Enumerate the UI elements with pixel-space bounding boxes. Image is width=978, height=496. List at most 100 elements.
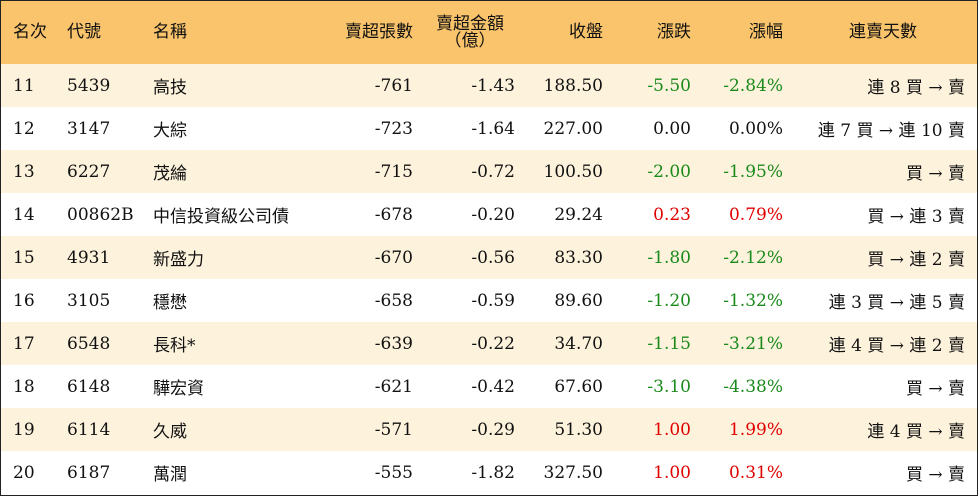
cell-change-pct: -4.38%: [723, 376, 783, 397]
cell-net-sell-amount: -0.42: [471, 376, 515, 397]
cell-code: 5439: [67, 75, 111, 96]
cell-net-sell-shares: -670: [374, 247, 413, 268]
cell-name: 長科*: [153, 336, 196, 356]
header-net-sell-amount-line2: （億）: [444, 30, 496, 51]
cell-streak: 買 → 賣: [905, 379, 965, 399]
cell-change: 1.00: [653, 462, 691, 483]
cell-net-sell-shares: -723: [374, 118, 413, 139]
header-net-sell-amount-line1: 賣超金額: [436, 13, 504, 34]
table-row: 15 4931 新盛力 -670 -0.56 83.30 -1.80 -2.12% 買 → 連 …: [1, 236, 977, 279]
cell-name: 新盛力: [153, 250, 204, 270]
cell-close: 188.50: [543, 75, 603, 96]
cell-code: 6548: [67, 333, 111, 354]
header-rank: 名次: [13, 22, 47, 42]
cell-net-sell-amount: -0.20: [471, 204, 515, 225]
cell-change-pct: 1.99%: [728, 419, 783, 440]
cell-net-sell-amount: -1.43: [471, 75, 515, 96]
cell-net-sell-shares: -621: [374, 376, 413, 397]
cell-code: 6187: [67, 462, 111, 483]
cell-name: 久威: [153, 422, 187, 442]
cell-name: 中信投資級公司債: [153, 207, 289, 227]
cell-change: 1.00: [653, 419, 691, 440]
cell-net-sell-shares: -678: [374, 204, 413, 225]
cell-close: 83.30: [554, 247, 603, 268]
cell-rank: 13: [13, 161, 35, 182]
header-net-sell-shares: 賣超張數: [345, 22, 413, 42]
cell-net-sell-shares: -639: [374, 333, 413, 354]
cell-net-sell-amount: -0.72: [471, 161, 515, 182]
cell-streak: 買 → 賣: [905, 465, 965, 485]
cell-code: 4931: [67, 247, 111, 268]
table-row: 17 6548 長科* -639 -0.22 34.70 -1.15 -3.21% 連 4 買 …: [1, 322, 977, 365]
cell-net-sell-amount: -0.56: [471, 247, 515, 268]
cell-net-sell-amount: -1.82: [471, 462, 515, 483]
cell-close: 51.30: [554, 419, 603, 440]
table-row: 18 6148 驊宏資 -621 -0.42 67.60 -3.10 -4.38% 買 → 賣: [1, 365, 977, 408]
cell-name: 驊宏資: [153, 379, 204, 399]
table-row: 14 00862B 中信投資級公司債 -678 -0.20 29.24 0.23 0.79% 買…: [1, 193, 977, 236]
cell-streak: 連 3 買 → 連 5 賣: [828, 293, 965, 313]
header-close: 收盤: [569, 22, 603, 42]
cell-change: -5.50: [647, 75, 691, 96]
cell-streak: 買 → 連 3 賣: [867, 207, 965, 227]
cell-close: 29.24: [554, 204, 603, 225]
cell-code: 6227: [67, 161, 111, 182]
cell-name: 高技: [153, 78, 187, 98]
header-streak: 連賣天數: [849, 22, 917, 42]
header-name: 名稱: [153, 22, 187, 42]
cell-code: 6114: [67, 419, 111, 440]
cell-close: 227.00: [543, 118, 603, 139]
cell-code: 00862B: [67, 204, 134, 225]
cell-close: 67.60: [554, 376, 603, 397]
cell-change: -2.00: [647, 161, 691, 182]
cell-change-pct: -2.84%: [723, 75, 783, 96]
cell-rank: 11: [13, 75, 35, 96]
cell-change: 0.23: [653, 204, 691, 225]
cell-change-pct: -3.21%: [723, 333, 783, 354]
cell-net-sell-shares: -761: [374, 75, 413, 96]
cell-net-sell-amount: -0.22: [471, 333, 515, 354]
cell-streak: 買 → 連 2 賣: [867, 250, 965, 270]
cell-streak: 連 4 買 → 連 2 賣: [828, 336, 965, 356]
table-row: 12 3147 大綜 -723 -1.64 227.00 0.00 0.00% 連 7 買 → …: [1, 107, 977, 150]
table-row: 11 5439 高技 -761 -1.43 188.50 -5.50 -2.84% 連 8 買 …: [1, 64, 977, 107]
cell-name: 萬潤: [153, 465, 187, 485]
cell-close: 89.60: [554, 290, 603, 311]
header-net-sell-amount: 賣超金額 （億）: [419, 1, 521, 64]
table-row: 20 6187 萬潤 -555 -1.82 327.50 1.00 0.31% 買 → 賣: [1, 451, 977, 494]
table-row: 13 6227 茂綸 -715 -0.72 100.50 -2.00 -1.95% 買 → 賣: [1, 150, 977, 193]
cell-change-pct: 0.79%: [728, 204, 783, 225]
cell-change: 0.00: [653, 118, 691, 139]
cell-change: -1.20: [647, 290, 691, 311]
cell-net-sell-shares: -571: [374, 419, 413, 440]
cell-change-pct: -2.12%: [723, 247, 783, 268]
cell-rank: 20: [13, 462, 35, 483]
cell-streak: 連 4 買 → 賣: [867, 422, 965, 442]
cell-rank: 16: [13, 290, 35, 311]
cell-close: 34.70: [554, 333, 603, 354]
cell-net-sell-amount: -0.29: [471, 419, 515, 440]
header-change: 漲跌: [657, 22, 691, 42]
cell-rank: 15: [13, 247, 35, 268]
cell-name: 穩懋: [153, 293, 187, 313]
header-code: 代號: [67, 22, 101, 42]
cell-change-pct: 0.31%: [728, 462, 783, 483]
cell-rank: 18: [13, 376, 35, 397]
cell-close: 100.50: [543, 161, 603, 182]
cell-net-sell-amount: -0.59: [471, 290, 515, 311]
cell-change-pct: -1.32%: [723, 290, 783, 311]
cell-rank: 12: [13, 118, 35, 139]
cell-name: 大綜: [153, 121, 187, 141]
cell-net-sell-amount: -1.64: [471, 118, 515, 139]
cell-rank: 17: [13, 333, 35, 354]
cell-code: 3147: [67, 118, 111, 139]
header-row: 名次 代號 名稱 賣超張數 賣超金額 （億） 收盤 漲跌 漲幅 連賣天數: [1, 1, 977, 64]
cell-net-sell-shares: -715: [374, 161, 413, 182]
header-change-pct: 漲幅: [749, 22, 783, 42]
cell-close: 327.50: [543, 462, 603, 483]
cell-change-pct: -1.95%: [723, 161, 783, 182]
table-row: 16 3105 穩懋 -658 -0.59 89.60 -1.20 -1.32% 連 3 買 →…: [1, 279, 977, 322]
cell-net-sell-shares: -555: [374, 462, 413, 483]
